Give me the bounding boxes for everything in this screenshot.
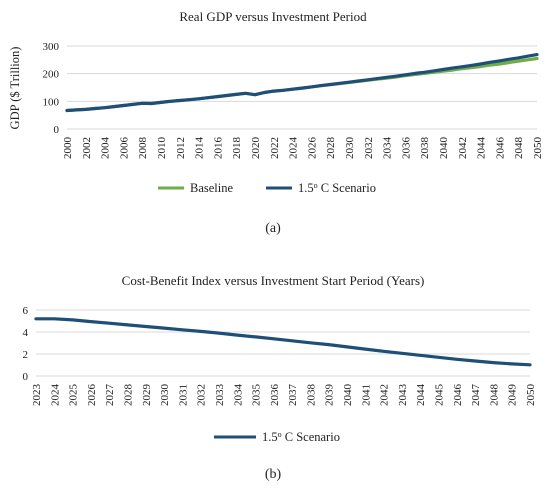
x-tick-label: 2046 — [494, 137, 506, 160]
x-tick-label: 2049 — [507, 384, 519, 407]
chart-b-legend: 1.5o C Scenario — [214, 430, 340, 445]
y-tick-label: 200 — [43, 69, 60, 81]
chart-a-y-ticks: 0 100 200 300 — [43, 41, 60, 136]
x-tick-label: 2034 — [382, 137, 394, 160]
x-tick-label: 2037 — [287, 384, 299, 407]
x-tick-label: 2020 — [250, 137, 262, 160]
chart-a-x-ticks: 2000 2002 2004 2006 2008 2010 2012 2014 2016 2018… — [62, 137, 544, 160]
chart-a-series — [65, 53, 539, 113]
x-tick-label: 2035 — [251, 384, 263, 407]
x-tick-label: 2032 — [196, 384, 208, 406]
x-tick-label: 2040 — [438, 137, 450, 160]
x-tick-label: 2047 — [470, 384, 482, 407]
series-line-1 — [65, 53, 539, 113]
x-tick-label: 2048 — [488, 384, 500, 407]
chart-a-gridlines — [67, 45, 537, 130]
x-tick-label: 2048 — [513, 137, 525, 160]
x-tick-label: 2026 — [86, 384, 98, 407]
y-tick-label: 100 — [43, 96, 60, 108]
x-tick-label: 2002 — [81, 137, 93, 159]
x-tick-label: 2041 — [360, 384, 372, 406]
x-tick-label: 2042 — [379, 384, 391, 406]
y-tick-label: 4 — [23, 327, 29, 339]
x-tick-label: 2000 — [62, 137, 74, 160]
x-tick-label: 2023 — [31, 384, 43, 407]
x-tick-label: 2046 — [452, 384, 464, 407]
x-tick-label: 2006 — [118, 137, 130, 160]
legend-label-1-5c-b: 1.5o C Scenario — [262, 430, 340, 445]
x-tick-label: 2010 — [156, 137, 168, 160]
chart-a-legend: Baseline 1.5o C Scenario — [158, 181, 376, 196]
y-tick-label: 0 — [23, 371, 29, 383]
chart-a-y-axis-label: GDP ($ Trillion) — [8, 47, 22, 130]
chart-b-gridlines — [36, 309, 530, 377]
x-tick-label: 2008 — [137, 137, 149, 160]
x-tick-label: 2018 — [231, 137, 243, 160]
y-tick-label: 2 — [23, 349, 29, 361]
x-tick-label: 2042 — [457, 137, 469, 159]
x-tick-label: 2014 — [194, 137, 206, 160]
x-tick-label: 2050 — [532, 137, 544, 160]
chart-b: Cost-Benefit Index versus Investment Sta… — [23, 273, 538, 482]
x-tick-label: 2024 — [288, 137, 300, 160]
x-tick-label: 2022 — [269, 137, 281, 159]
legend-label-baseline: Baseline — [190, 181, 233, 195]
caption-b: (b) — [265, 467, 282, 482]
x-tick-label: 2028 — [122, 384, 134, 407]
caption-a: (a) — [265, 221, 281, 236]
x-tick-label: 2050 — [525, 384, 537, 407]
legend-label-1-5c: 1.5o C Scenario — [298, 181, 376, 196]
x-tick-label: 2044 — [415, 384, 427, 407]
chart-a: Real GDP versus Investment Period GDP ($… — [8, 9, 544, 236]
x-tick-label: 2016 — [212, 137, 224, 160]
x-tick-label: 2025 — [68, 384, 80, 407]
x-tick-label: 2028 — [325, 137, 337, 160]
x-tick-label: 2039 — [324, 384, 336, 407]
x-tick-label: 2036 — [269, 384, 281, 407]
x-tick-label: 2040 — [342, 384, 354, 407]
x-tick-label: 2029 — [141, 384, 153, 407]
y-tick-label: 6 — [23, 305, 29, 317]
y-tick-label: 0 — [54, 124, 60, 136]
series-line-0 — [34, 317, 532, 367]
x-tick-label: 2004 — [100, 137, 112, 160]
x-tick-label: 2012 — [175, 137, 187, 159]
chart-b-x-ticks: 2023 2024 2025 2026 2027 2028 2029 2030 2031 2032… — [31, 384, 537, 407]
x-tick-label: 2030 — [344, 137, 356, 160]
x-tick-label: 2033 — [214, 384, 226, 407]
x-tick-label: 2026 — [306, 137, 318, 160]
x-tick-label: 2024 — [49, 384, 61, 407]
x-tick-label: 2043 — [397, 384, 409, 407]
x-tick-label: 2031 — [177, 384, 189, 406]
chart-a-title: Real GDP versus Investment Period — [179, 9, 367, 24]
chart-b-title: Cost-Benefit Index versus Investment Sta… — [122, 273, 425, 288]
chart-b-series — [34, 317, 532, 367]
x-tick-label: 2044 — [476, 137, 488, 160]
x-tick-label: 2038 — [419, 137, 431, 160]
x-tick-label: 2038 — [305, 384, 317, 407]
x-tick-label: 2032 — [363, 137, 375, 159]
y-tick-label: 300 — [43, 41, 60, 53]
x-tick-label: 2027 — [104, 384, 116, 407]
x-tick-label: 2036 — [400, 137, 412, 160]
x-tick-label: 2030 — [159, 384, 171, 407]
x-tick-label: 2045 — [434, 384, 446, 407]
x-tick-label: 2034 — [232, 384, 244, 407]
chart-b-y-ticks: 0 2 4 6 — [23, 305, 29, 383]
